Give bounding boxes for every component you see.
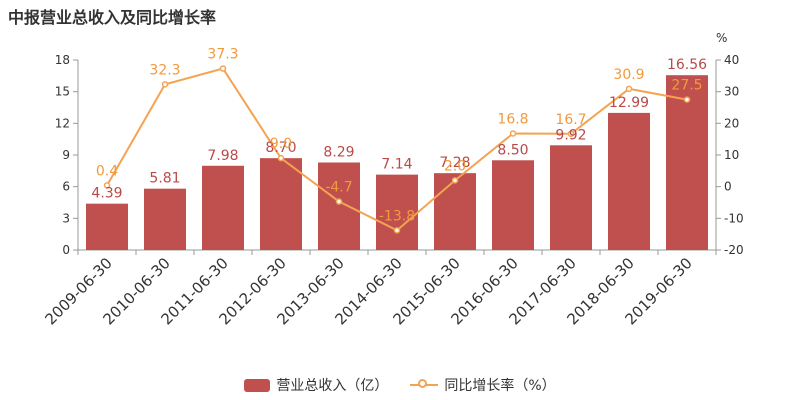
left-tick-label: 12 xyxy=(55,116,70,130)
legend-label-revenue: 营业总收入（亿） xyxy=(276,378,389,394)
bar-value-label: 8.29 xyxy=(323,144,354,160)
right-tick-label: 20 xyxy=(724,116,739,130)
bar-value-label: 8.70 xyxy=(265,140,296,156)
bar xyxy=(550,145,592,250)
line-value-label: 0.4 xyxy=(96,163,118,179)
bar xyxy=(202,165,244,250)
right-tick-label: 30 xyxy=(724,85,739,99)
bar xyxy=(376,174,418,250)
right-tick-label: -20 xyxy=(724,243,744,257)
line-value-label: 32.3 xyxy=(149,62,180,78)
chart-title: 中报营业总收入及同比增长率 xyxy=(8,8,217,27)
bar-value-label: 8.50 xyxy=(497,142,528,158)
bar-value-label: 12.99 xyxy=(609,95,649,111)
bar xyxy=(86,203,128,250)
line-value-label: 9.0 xyxy=(270,136,292,152)
right-tick-label: 10 xyxy=(724,148,739,162)
right-tick-label: 0 xyxy=(724,180,732,194)
bar-value-label: 5.81 xyxy=(149,171,180,187)
bar-value-label: 4.39 xyxy=(91,186,122,202)
line-point xyxy=(335,198,343,205)
left-tick-label: 15 xyxy=(55,85,70,99)
bar xyxy=(144,188,186,250)
left-tick-label: 6 xyxy=(62,180,70,194)
line-value-label: 37.3 xyxy=(207,47,238,63)
line-point xyxy=(567,130,575,138)
bar xyxy=(608,112,650,250)
line-point xyxy=(103,182,111,189)
bar-value-label: 7.98 xyxy=(207,148,238,164)
left-tick-label: 18 xyxy=(55,53,70,67)
right-axis-unit: % xyxy=(716,31,727,45)
line-point xyxy=(625,85,633,93)
line-value-label: -4.7 xyxy=(325,180,352,196)
line-value-label: -13.8 xyxy=(379,208,415,224)
legend-line-swatch xyxy=(410,378,439,392)
line-point xyxy=(393,227,401,234)
line-point xyxy=(509,130,517,137)
line-point xyxy=(683,96,691,103)
bar-value-label: 7.14 xyxy=(381,157,412,173)
line-point xyxy=(161,81,169,88)
bar-value-label: 7.28 xyxy=(439,155,470,171)
legend-item-revenue[interactable]: 营业总收入（亿） xyxy=(244,375,388,395)
right-tick-label: 40 xyxy=(724,53,739,67)
line-value-label: 27.5 xyxy=(671,78,702,94)
left-tick-label: 0 xyxy=(62,243,70,257)
line-value-label: 30.9 xyxy=(613,67,644,83)
line-point xyxy=(451,177,459,184)
bar-value-label: 9.92 xyxy=(555,127,586,143)
bar xyxy=(666,75,708,250)
left-tick-label: 9 xyxy=(62,148,70,162)
legend-label-growth: 同比增长率（%） xyxy=(444,378,556,394)
left-tick-label: 3 xyxy=(62,211,70,225)
line-point xyxy=(219,65,227,72)
legend: 营业总收入（亿） 同比增长率（%） xyxy=(0,374,800,396)
legend-bar-swatch xyxy=(244,378,271,392)
bar xyxy=(260,158,302,250)
right-tick-label: -10 xyxy=(724,211,744,225)
line-value-label: 16.8 xyxy=(497,111,528,127)
line-value-label: 16.7 xyxy=(555,112,586,128)
bar xyxy=(492,160,534,250)
bar xyxy=(434,173,476,250)
bar xyxy=(318,162,360,250)
line-value-label: 2.0 xyxy=(444,158,466,174)
legend-item-growth[interactable]: 同比增长率（%） xyxy=(410,375,556,395)
line-point xyxy=(277,154,285,162)
bar-value-label: 16.56 xyxy=(667,57,707,73)
